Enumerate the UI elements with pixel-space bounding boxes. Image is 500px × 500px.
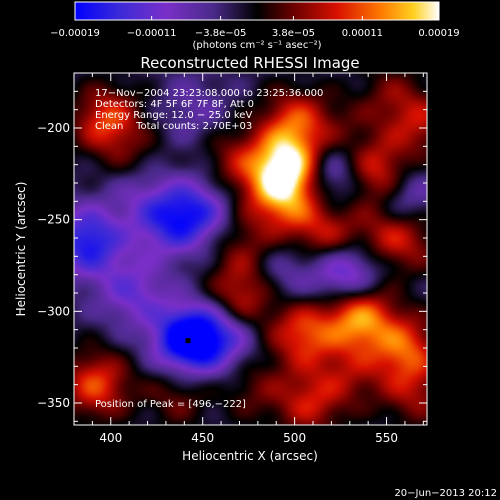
x-tick-label: 450 bbox=[191, 431, 214, 445]
annotation-time-range: 17−Nov−2004 23:23:08.000 to 23:25:36.000 bbox=[95, 88, 323, 99]
y-tick-label: −300 bbox=[37, 304, 70, 318]
y-tick-label: −200 bbox=[37, 121, 70, 135]
colorbar-tick-label: 3.8e−05 bbox=[272, 28, 315, 39]
colorbar-tick-label: −0.00019 bbox=[50, 28, 100, 39]
plot-frame bbox=[73, 72, 428, 426]
peak-marker bbox=[185, 338, 191, 344]
peak-position-label: Position of Peak = [496,−222] bbox=[95, 399, 246, 410]
colorbar-unit-label: (photons cm⁻² s⁻¹ asec⁻²) bbox=[192, 40, 321, 51]
heatmap-image bbox=[74, 73, 427, 425]
colorbar-tick-label: 0.00019 bbox=[418, 28, 459, 39]
footer-date: 20−Jun−2013 20:12 bbox=[394, 488, 497, 499]
annotation-detectors: Detectors: 4F 5F 6F 7F 8F, Att 0 bbox=[95, 99, 254, 110]
axis-ticks: 400 450 500 550 −200 −250 −300 −350 bbox=[37, 72, 427, 445]
x-tick-label: 400 bbox=[99, 431, 122, 445]
colorbar bbox=[75, 2, 439, 20]
colorbar-tick-label: −0.00011 bbox=[127, 28, 177, 39]
heatmap-area bbox=[74, 73, 427, 425]
x-axis-label: Heliocentric X (arcsec) bbox=[182, 449, 318, 463]
annotation-energy-range: Energy Range: 12.0 − 25.0 keV bbox=[95, 110, 252, 121]
y-axis-label: Heliocentric Y (arcsec) bbox=[14, 182, 28, 317]
y-tick-label: −250 bbox=[37, 213, 70, 227]
chart-title: Reconstructed RHESSI Image bbox=[140, 54, 359, 72]
annotation-clean-counts: Clean Total counts: 2.70E+03 bbox=[95, 121, 252, 132]
colorbar-ticks: −0.00019 −0.00011 −3.8e−05 3.8e−05 0.00011 0.… bbox=[50, 16, 460, 39]
x-tick-label: 550 bbox=[375, 431, 398, 445]
colorbar-frame bbox=[74, 1, 440, 21]
colorbar-tick-label: −3.8e−05 bbox=[195, 28, 247, 39]
y-tick-label: −350 bbox=[37, 396, 70, 410]
x-tick-label: 500 bbox=[283, 431, 306, 445]
colorbar-tick-label: 0.00011 bbox=[342, 28, 383, 39]
info-annotations: 17−Nov−2004 23:23:08.000 to 23:25:36.000… bbox=[95, 88, 323, 132]
